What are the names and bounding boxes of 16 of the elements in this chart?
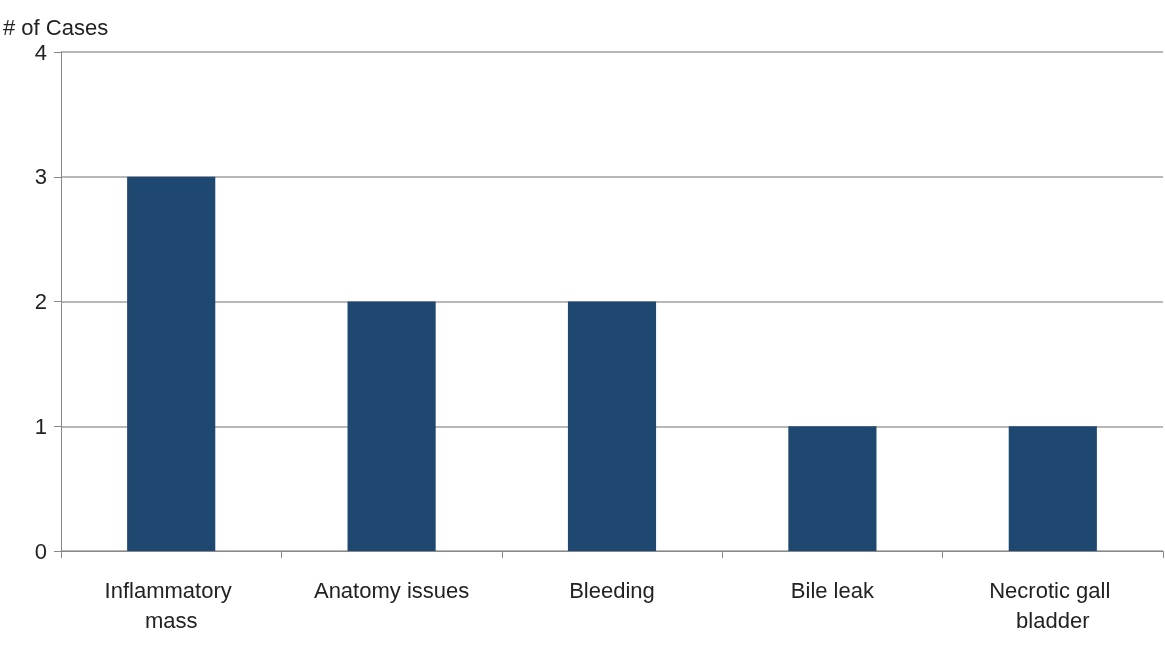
x-tick-label: Necrotic gall bladder	[989, 577, 1117, 633]
x-tick-label: Anatomy issues	[313, 577, 470, 603]
x-tick-label: Bile leak	[790, 577, 875, 603]
bar	[567, 301, 657, 551]
bar	[1008, 426, 1097, 551]
y-tick-label: 1	[34, 413, 47, 439]
y-tick-label: 3	[34, 164, 47, 190]
y-tick-label: 0	[34, 538, 47, 564]
x-tick-label: Inflammatory mass	[104, 577, 238, 633]
y-tick-label: 2	[34, 289, 47, 314]
y-axis-title: # of Cases	[3, 14, 109, 40]
bar	[347, 301, 436, 551]
y-tick-label: 4	[34, 39, 47, 65]
bar	[788, 426, 877, 551]
x-tick-label: Bleeding	[569, 577, 655, 603]
bar	[127, 176, 216, 551]
